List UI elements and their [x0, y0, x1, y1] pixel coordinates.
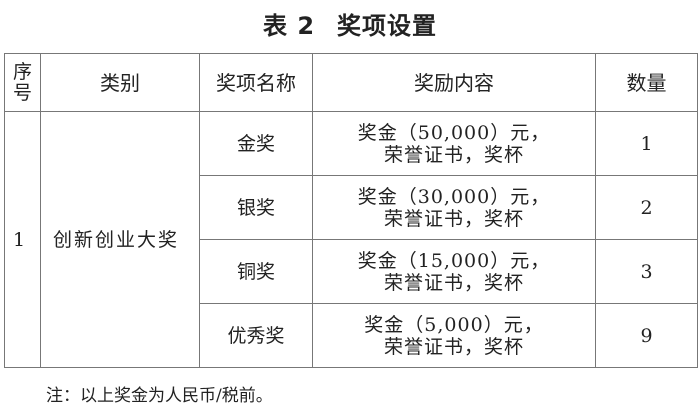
award-count: 2 [595, 175, 698, 240]
awards-table: 序号 类别 奖项名称 奖励内容 数量 1 创新创业大奖 金奖 奖金（50,000… [4, 53, 698, 368]
footnote: 注：以上奖金为人民币/税前。 [46, 386, 273, 406]
award-content: 奖金（50,000）元， 荣誉证书，奖杯 [312, 111, 596, 176]
header-award-name: 奖项名称 [199, 53, 313, 112]
award-name: 银奖 [199, 175, 313, 240]
header-count: 数量 [595, 53, 698, 112]
category-cell: 创新创业大奖 [40, 111, 200, 368]
table-title-text: 奖项设置 [337, 12, 438, 40]
table-title: 表 2 奖项设置 [0, 6, 700, 41]
table-number: 表 2 [262, 12, 316, 40]
table-row: 1 创新创业大奖 金奖 奖金（50,000）元， 荣誉证书，奖杯 1 [4, 111, 698, 368]
award-count: 9 [595, 303, 698, 368]
award-name: 优秀奖 [199, 303, 313, 368]
seq-cell: 1 [4, 111, 41, 368]
award-content: 奖金（30,000）元， 荣誉证书，奖杯 [312, 175, 596, 240]
table-row: 铜奖 奖金（15,000）元， 荣誉证书，奖杯 3 [5, 239, 698, 304]
award-content: 奖金（15,000）元， 荣誉证书，奖杯 [312, 239, 596, 304]
header-category: 类别 [40, 53, 200, 112]
header-row: 序号 类别 奖项名称 奖励内容 数量 [4, 53, 698, 112]
award-count: 3 [595, 239, 698, 304]
table-row: 银奖 奖金（30,000）元， 荣誉证书，奖杯 2 [5, 175, 698, 240]
award-name: 铜奖 [199, 239, 313, 304]
header-award-content: 奖励内容 [312, 53, 596, 112]
award-name: 金奖 [199, 111, 313, 176]
table-row: 优秀奖 奖金（5,000）元， 荣誉证书，奖杯 9 [5, 303, 698, 368]
award-count: 1 [595, 111, 698, 176]
award-content: 奖金（5,000）元， 荣誉证书，奖杯 [312, 303, 596, 368]
header-seq: 序号 [4, 53, 41, 112]
